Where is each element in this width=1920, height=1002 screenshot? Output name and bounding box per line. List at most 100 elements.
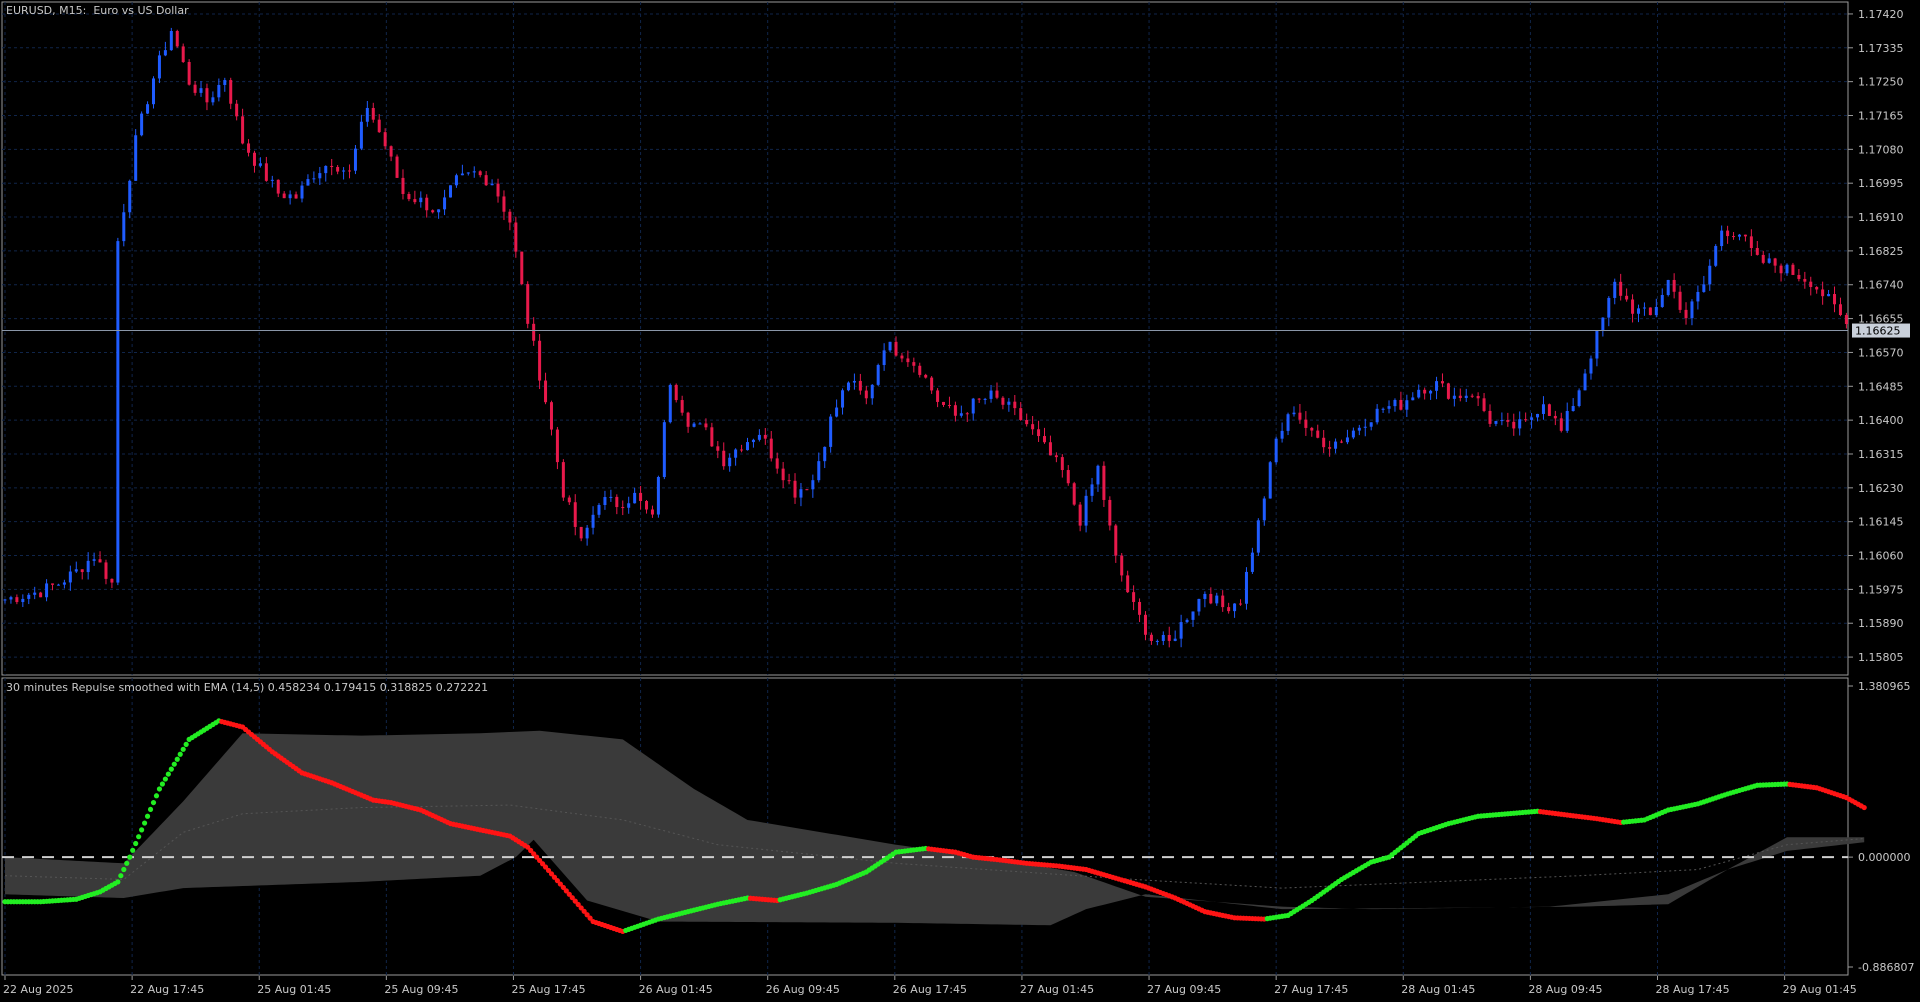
candle-body	[876, 365, 880, 385]
repulse-point	[1861, 804, 1867, 811]
candle-body	[1833, 294, 1837, 305]
candle-body	[1037, 429, 1041, 437]
candle-body	[1179, 622, 1183, 639]
indicator-tick-label: -0.886807	[1858, 961, 1914, 974]
candle-body	[1536, 413, 1540, 418]
candle-body	[1102, 465, 1106, 500]
candle-body	[1357, 427, 1361, 431]
candle-body	[1304, 419, 1308, 428]
candle-body	[116, 241, 120, 583]
candle-body	[1458, 395, 1462, 398]
candle-body	[805, 489, 809, 491]
price-tick-label: 1.16315	[1858, 448, 1904, 461]
candle-body	[989, 390, 993, 399]
candle-body	[1714, 246, 1718, 266]
candle-body	[1363, 426, 1367, 428]
candle-body	[1387, 406, 1391, 409]
repulse-point	[177, 751, 183, 757]
candle-body	[544, 380, 548, 403]
price-tick-label: 1.16910	[1858, 211, 1904, 224]
time-tick-label: 27 Aug 09:45	[1147, 983, 1221, 996]
candle-body	[1435, 381, 1439, 391]
candle-body	[1559, 418, 1563, 431]
candle-body	[1221, 595, 1225, 608]
candle-body	[348, 170, 352, 172]
repulse-point	[139, 827, 145, 833]
candle-body	[1726, 230, 1730, 237]
candle-body	[716, 446, 720, 451]
price-chart[interactable]: 1.17420 1.17335 1.17250 1.17165 1.17080 1.169…	[0, 0, 1920, 677]
candle-body	[520, 251, 524, 285]
price-tick-label: 1.17165	[1858, 109, 1904, 122]
candle-body	[888, 341, 892, 351]
candle-body	[1001, 397, 1005, 405]
candle-body	[1737, 234, 1741, 237]
price-chart-pane[interactable]: 1.17420 1.17335 1.17250 1.17165 1.17080 1.169…	[0, 0, 1920, 677]
current-price-label: 1.16625	[1855, 325, 1901, 338]
candle-body	[900, 355, 904, 359]
candle-body	[1393, 399, 1397, 407]
candle-body	[1720, 230, 1724, 247]
candle-body	[3, 599, 7, 601]
candle-body	[1708, 265, 1712, 285]
candle-body	[817, 461, 821, 481]
candle-body	[769, 438, 773, 459]
price-tick-label: 1.17420	[1858, 8, 1904, 21]
candle-body	[995, 390, 999, 398]
candle-body	[1494, 421, 1498, 424]
candle-body	[573, 502, 577, 527]
candle-body	[152, 78, 155, 105]
indicator-chart[interactable]: 1.380965 0.000000 -0.886807	[0, 677, 1920, 976]
price-tick-label: 1.17080	[1858, 143, 1904, 156]
candle-body	[627, 503, 631, 508]
candle-body	[1631, 299, 1635, 314]
candle-body	[710, 427, 714, 447]
indicator-grid	[4, 678, 1786, 975]
candle-body	[722, 450, 726, 467]
price-tick-label: 1.16740	[1858, 279, 1904, 292]
candle-body	[1274, 438, 1278, 463]
candle-body	[1464, 395, 1468, 398]
repulse-point	[531, 851, 537, 857]
candle-body	[870, 384, 874, 399]
candle-body	[1589, 358, 1593, 374]
candle-body	[21, 598, 25, 603]
candle-body	[567, 497, 571, 503]
price-axis: 1.17420 1.17335 1.17250 1.17165 1.17080 1.169…	[1848, 8, 1904, 664]
candle-body	[1470, 395, 1474, 397]
candle-body	[1648, 307, 1652, 316]
candle-body	[549, 402, 553, 430]
candle-body	[1203, 593, 1207, 599]
candle-body	[377, 119, 381, 133]
indicator-label: 30 minutes Repulse smoothed with EMA (14…	[6, 681, 489, 694]
candle-body	[1601, 317, 1605, 331]
candle-body	[597, 505, 601, 515]
time-tick-label: 28 Aug 09:45	[1528, 983, 1602, 996]
time-axis-svg: 22 Aug 2025 22 Aug 17:45 25 Aug 01:45 25 Au…	[3, 976, 1857, 996]
repulse-point	[551, 874, 558, 880]
candle-body	[502, 196, 506, 212]
candle-body	[650, 509, 654, 515]
candle-body	[793, 480, 797, 498]
repulse-point	[537, 857, 543, 864]
candle-body	[1173, 638, 1177, 641]
candle-body	[288, 194, 292, 199]
candle-body	[1143, 614, 1147, 635]
candle-body	[1013, 401, 1017, 409]
candle-body	[1298, 412, 1302, 420]
candle-body	[686, 412, 690, 427]
candle-body	[217, 84, 221, 98]
candle-body	[621, 507, 625, 509]
candle-body	[1060, 457, 1064, 471]
candle-body	[1138, 601, 1142, 615]
candle-body	[1375, 408, 1379, 423]
candle-body	[1120, 555, 1124, 576]
candle-body	[365, 107, 369, 122]
price-tick-label: 1.16825	[1858, 245, 1904, 258]
repulse-point	[566, 891, 572, 897]
candle-body	[1031, 424, 1035, 430]
indicator-pane[interactable]: 1.380965 0.000000 -0.886807 30 minutes Rep…	[0, 677, 1920, 976]
candle-body	[1583, 373, 1587, 391]
candle-body	[835, 407, 839, 417]
repulse-point	[578, 905, 584, 911]
